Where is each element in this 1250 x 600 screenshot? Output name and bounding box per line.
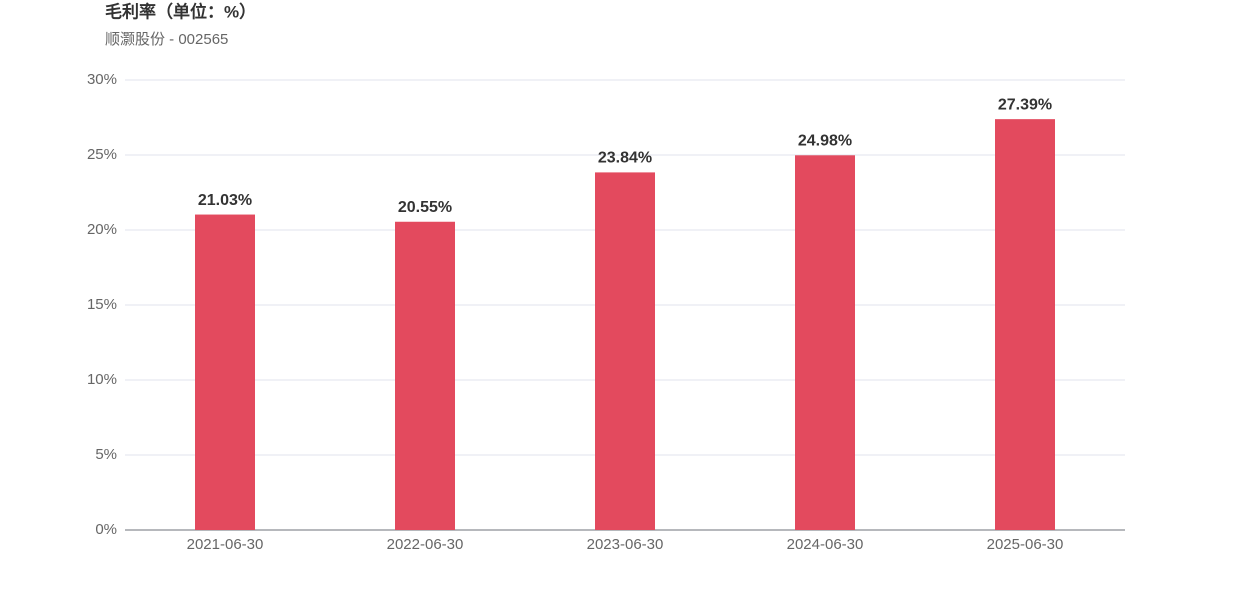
data-label: 20.55% (398, 199, 452, 216)
x-tick-label: 2024-06-30 (787, 536, 864, 553)
bar (595, 172, 655, 530)
chart-title: 毛利率（单位：%） (105, 1, 256, 21)
y-tick-label: 15% (87, 296, 117, 313)
x-tick-label: 2022-06-30 (387, 536, 464, 553)
y-tick-label: 20% (87, 221, 117, 238)
x-tick-label: 2023-06-30 (587, 536, 664, 553)
data-label: 24.98% (798, 133, 852, 150)
data-label: 21.03% (198, 192, 252, 209)
y-tick-label: 30% (87, 71, 117, 88)
bar (195, 214, 255, 531)
chart-subtitle: 顺灏股份 - 002565 (105, 31, 228, 48)
x-tick-label: 2021-06-30 (187, 536, 264, 553)
bar (995, 119, 1055, 531)
data-label: 27.39% (998, 96, 1052, 113)
bar (795, 155, 855, 531)
y-tick-label: 0% (95, 521, 117, 538)
data-label: 23.84% (598, 150, 652, 167)
y-tick-label: 5% (95, 446, 117, 463)
bar (395, 221, 455, 530)
x-tick-label: 2025-06-30 (987, 536, 1064, 553)
y-tick-label: 25% (87, 146, 117, 163)
y-tick-label: 10% (87, 371, 117, 388)
